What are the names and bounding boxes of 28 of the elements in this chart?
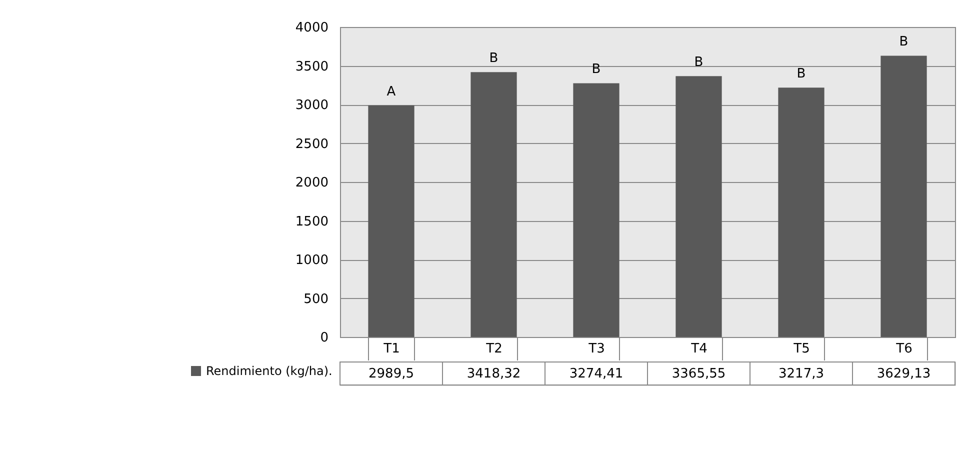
y-tick-label: 3500 <box>295 59 328 74</box>
x-tick-label: T1 <box>382 342 400 356</box>
annotation: B <box>899 34 908 50</box>
y-tick-label: 2000 <box>295 176 328 190</box>
annotation: B <box>489 51 498 66</box>
x-tick-label: T5 <box>792 342 810 356</box>
y-tick-label: 1500 <box>295 214 328 230</box>
annotation: A <box>386 84 396 100</box>
y-tick-label: 4000 <box>295 20 328 36</box>
x-tick-label: T2 <box>485 342 502 356</box>
data-label: 3217,3 <box>778 366 824 382</box>
y-tick-label: 500 <box>304 292 328 307</box>
data-label: 3629,13 <box>876 366 931 382</box>
annotation: B <box>796 66 806 82</box>
data-label: 2989,5 <box>368 366 414 382</box>
y-tick-label: 2500 <box>295 136 328 152</box>
x-tick-label: T4 <box>690 342 708 356</box>
annotation: B <box>694 55 704 70</box>
x-tick-label: T3 <box>588 342 605 356</box>
data-label: 3274,41 <box>569 366 624 382</box>
y-tick-label: 0 <box>320 330 328 346</box>
x-tick-label: T6 <box>895 342 912 356</box>
annotation: B <box>592 62 601 78</box>
y-tick-label: 1000 <box>295 253 328 268</box>
legend-label: Rendimiento (kg/ha). <box>206 364 332 378</box>
data-label: 3418,32 <box>466 366 521 382</box>
data-label: 3365,55 <box>672 366 726 382</box>
y-tick-label: 3000 <box>295 98 328 113</box>
